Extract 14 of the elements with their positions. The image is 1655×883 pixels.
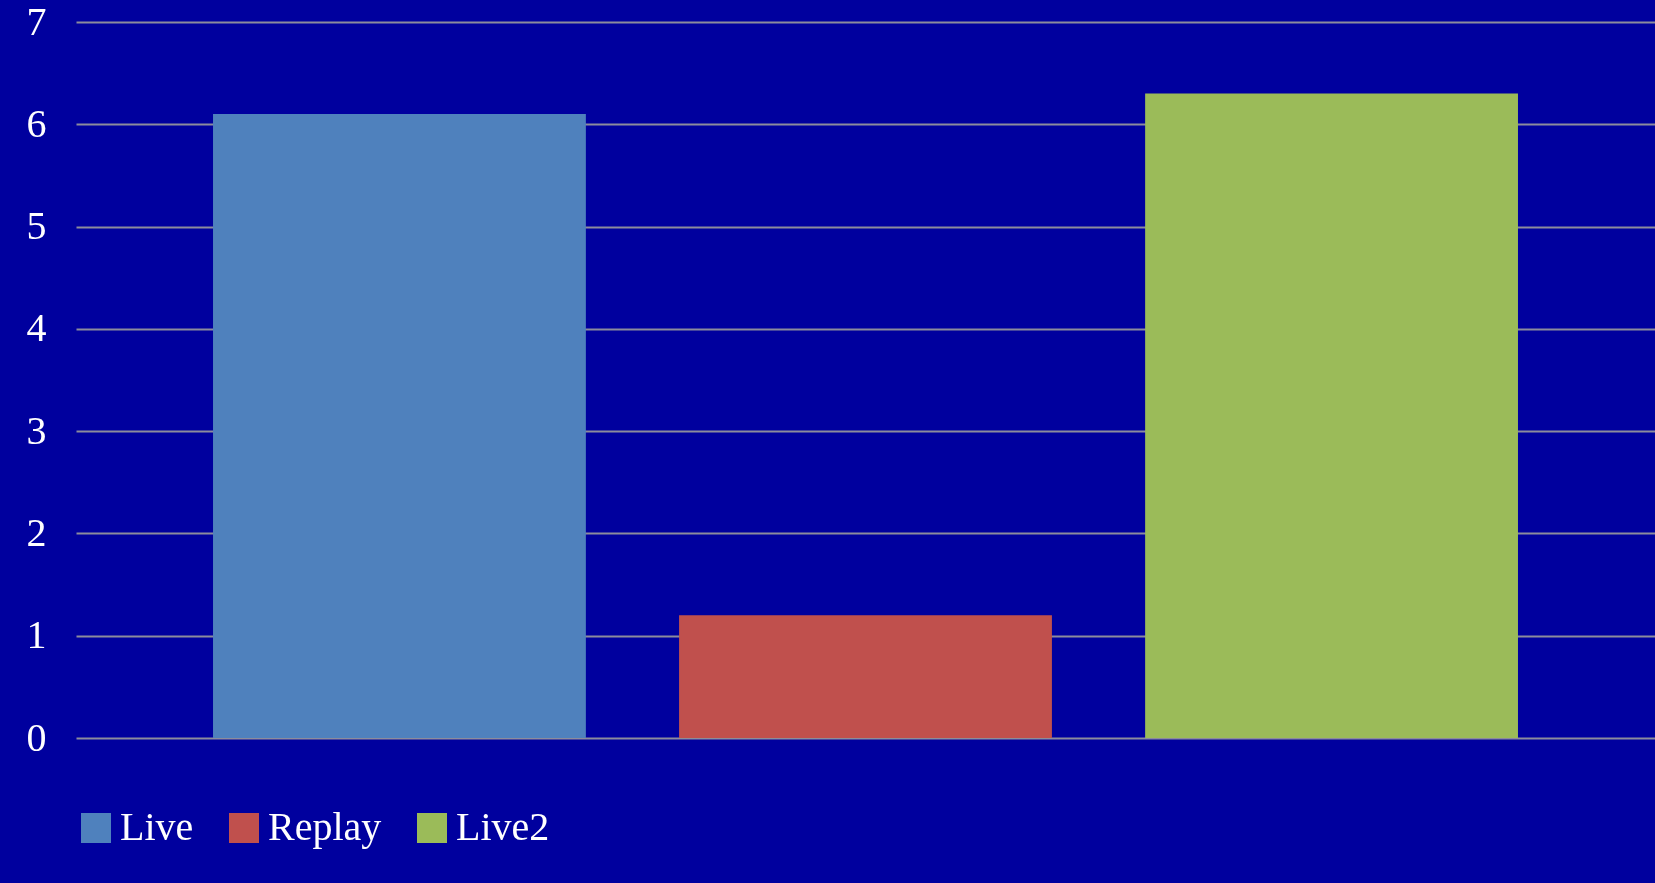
y-tick-label: 0 <box>26 714 47 760</box>
bar <box>1145 93 1518 738</box>
y-tick-label: 6 <box>26 100 47 146</box>
y-tick-label: 1 <box>26 612 47 658</box>
y-tick-label: 4 <box>26 305 47 351</box>
bar <box>679 615 1052 738</box>
legend-label: Live2 <box>456 804 550 849</box>
legend-label: Live <box>120 804 194 849</box>
bar <box>213 114 586 738</box>
y-tick-label: 7 <box>26 0 47 44</box>
y-tick-label: 2 <box>26 509 47 555</box>
legend-label: Replay <box>268 804 382 849</box>
y-tick-label: 3 <box>26 407 47 453</box>
y-tick-label: 5 <box>26 203 47 249</box>
